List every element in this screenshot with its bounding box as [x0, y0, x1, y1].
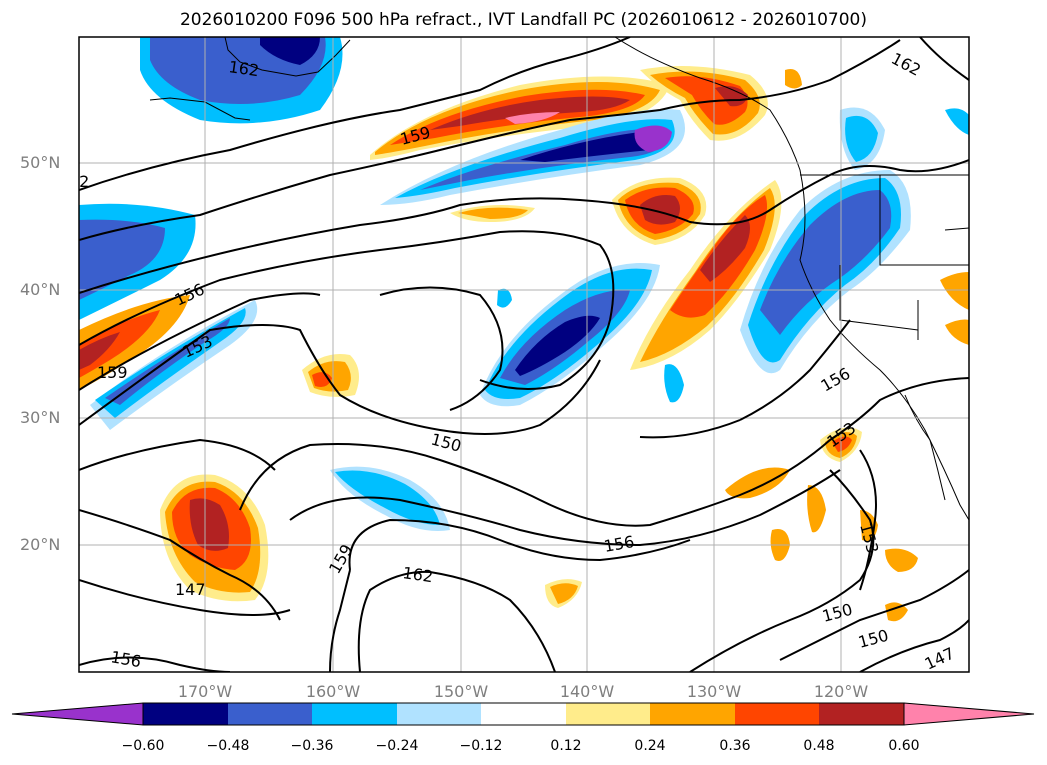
lon-label: 120°W — [813, 682, 869, 701]
colorbar-cell — [903, 702, 1035, 726]
colorbar-tick: 0.48 — [803, 738, 835, 754]
contour-label: 147 — [922, 643, 958, 673]
colorbar-cell — [11, 702, 144, 726]
colorbar-tick: −0.24 — [375, 738, 419, 754]
contour-label: 162 — [401, 563, 434, 586]
lon-label: 170°W — [177, 682, 233, 701]
colorbar — [11, 702, 1035, 726]
colorbar-cell — [566, 703, 650, 725]
contour-label: 159 — [97, 363, 128, 382]
contour-label: 156 — [602, 532, 635, 556]
colorbar-cell — [397, 703, 481, 725]
lat-label: 40°N — [20, 280, 61, 299]
lon-label: 140°W — [559, 682, 615, 701]
contour-label: 153 — [856, 521, 882, 555]
anomaly-fills — [79, 37, 969, 622]
colorbar-cell — [228, 703, 312, 725]
contour-label: 162 — [888, 49, 924, 80]
lon-label: 130°W — [686, 682, 742, 701]
lon-label: 160°W — [305, 682, 361, 701]
contour-label: 150 — [856, 626, 890, 652]
contour-label: 162 — [227, 57, 260, 80]
lat-label: 50°N — [20, 153, 61, 172]
height-contours — [79, 37, 969, 672]
colorbar-tick: −0.48 — [206, 738, 250, 754]
map-frame — [78, 36, 970, 673]
contour-label: 156 — [172, 279, 208, 309]
colorbar-cell — [143, 703, 228, 725]
gridlines — [79, 37, 969, 672]
colorbar-cell — [650, 703, 735, 725]
colorbar-cell — [819, 703, 904, 725]
map-title: 2026010200 F096 500 hPa refract., IVT La… — [179, 10, 867, 30]
contour-label: 62 — [69, 172, 89, 191]
colorbar-tick: −0.60 — [121, 738, 165, 754]
colorbar-tick: 0.24 — [634, 738, 666, 754]
colorbar-tick: 0.60 — [888, 738, 920, 754]
contour-label: 147 — [175, 580, 206, 599]
lon-label: 150°W — [433, 682, 489, 701]
colorbar-tick: −0.36 — [290, 738, 334, 754]
lat-label: 20°N — [20, 535, 61, 554]
colorbar-tick: 0.12 — [550, 738, 582, 754]
colorbar-tick: 0.36 — [719, 738, 751, 754]
colorbar-cell — [735, 703, 819, 725]
colorbar-tick: −0.12 — [459, 738, 503, 754]
contour-label: 156 — [818, 364, 854, 396]
colorbar-cell — [312, 703, 397, 725]
lat-label: 30°N — [20, 408, 61, 427]
colorbar-cell — [481, 703, 566, 725]
contour-label: 156 — [109, 647, 142, 671]
